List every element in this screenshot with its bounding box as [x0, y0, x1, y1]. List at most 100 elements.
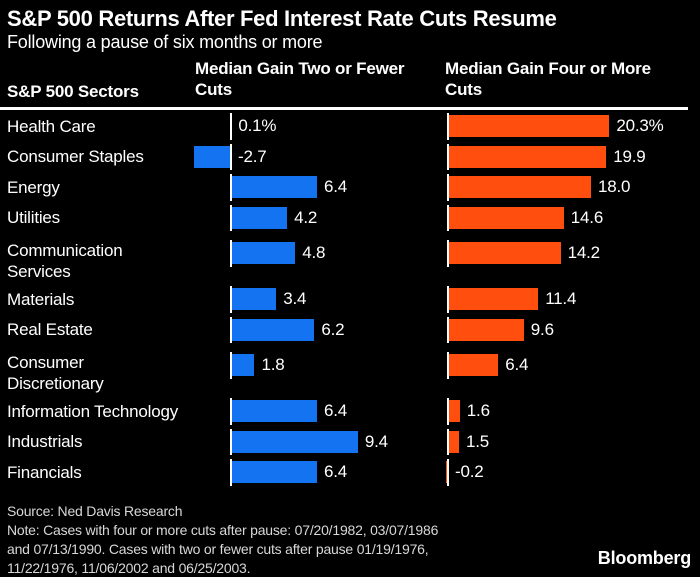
panel-two-or-fewer-cuts: 3.4 [190, 284, 440, 315]
bar-value-label: 6.2 [321, 319, 345, 339]
bloomberg-logo: Bloomberg [597, 548, 691, 568]
bar [230, 430, 358, 453]
panel-four-or-more-cuts: 20.3% [440, 111, 700, 142]
table-row: Energy 6.4 18.0 [0, 172, 700, 203]
axis-baseline-tick [230, 239, 232, 267]
axis-baseline-tick [447, 286, 449, 313]
bar-value-label: 4.8 [302, 243, 326, 262]
bar-value-label: 6.4 [324, 177, 348, 197]
four-or-more-cuts-column-header: Median Gain Four or More Cuts [445, 59, 651, 99]
panel-two-or-fewer-cuts: 6.4 [190, 396, 440, 427]
axis-baseline-tick [447, 316, 449, 343]
panel-two-or-fewer-cuts: 6.2 [190, 315, 440, 346]
panel-two-or-fewer-cuts: 6.4 [190, 172, 440, 203]
source-note: Source: Ned Davis Research Note: Cases w… [7, 502, 438, 577]
table-row: Financials 6.4 -0.2 [0, 457, 700, 488]
panel-two-or-fewer-cuts: 6.4 [190, 457, 440, 488]
axis-baseline-tick [447, 174, 449, 201]
header-divider-rule [0, 107, 688, 110]
panel-four-or-more-cuts: 18.0 [440, 172, 700, 203]
panel-two-or-fewer-cuts: -2.7 [190, 142, 440, 173]
bar [230, 176, 318, 199]
sector-label: Financials [7, 462, 82, 482]
bar-value-label: 14.2 [567, 243, 600, 262]
bar-value-label: 1.6 [466, 401, 490, 421]
bar-value-label: 1.5 [466, 431, 490, 451]
table-row: Communication Services 4.8 14.2 [0, 233, 700, 284]
source-line: Source: Ned Davis Research [7, 503, 183, 519]
bar [230, 206, 288, 229]
bar [230, 288, 277, 311]
bar-value-label: 6.4 [324, 462, 348, 482]
bar [230, 461, 318, 484]
panel-two-or-fewer-cuts: 1.8 [190, 345, 440, 396]
bar-value-label: 14.6 [570, 207, 604, 227]
bar-value-label: 11.4 [545, 289, 577, 309]
axis-baseline-tick [447, 398, 449, 425]
bar [447, 318, 524, 341]
sectors-column-header: S&P 500 Sectors [7, 82, 139, 101]
axis-baseline-tick [230, 351, 232, 379]
sector-label: Health Care [7, 116, 96, 136]
table-row: Utilities 4.2 14.6 [0, 203, 700, 234]
sector-label: Real Estate [7, 320, 93, 340]
bar-value-label: 19.9 [613, 146, 646, 166]
bar-value-label: -2.7 [238, 146, 267, 166]
panel-four-or-more-cuts: 11.4 [440, 284, 700, 315]
axis-baseline-tick [230, 204, 232, 231]
table-row: Health Care 0.1% 20.3% [0, 111, 700, 142]
sector-label: Energy [7, 177, 60, 197]
bar-value-label: 6.4 [505, 355, 529, 374]
sector-label: Utilities [7, 208, 60, 228]
bar-value-label: 1.8 [261, 355, 285, 374]
bar-value-label: 20.3% [616, 116, 664, 136]
table-row: Materials 3.4 11.4 [0, 284, 700, 315]
bar-value-label: 4.2 [294, 207, 318, 227]
sector-label: Communication Services [7, 241, 123, 281]
panel-two-or-fewer-cuts: 0.1% [190, 111, 440, 142]
bar [230, 400, 318, 423]
panel-two-or-fewer-cuts: 9.4 [190, 427, 440, 458]
axis-baseline-tick [230, 398, 232, 425]
axis-baseline-tick [447, 204, 449, 231]
bar-value-label: 9.6 [530, 319, 554, 339]
panel-four-or-more-cuts: 14.6 [440, 203, 700, 234]
panel-four-or-more-cuts: 14.2 [440, 233, 700, 284]
sector-label: Industrials [7, 432, 83, 452]
panel-four-or-more-cuts: 1.5 [440, 427, 700, 458]
panel-four-or-more-cuts: -0.2 [440, 457, 700, 488]
bar [447, 206, 564, 229]
bar [447, 354, 499, 376]
axis-baseline-tick [447, 239, 449, 267]
bar [447, 115, 610, 138]
chart-subtitle: Following a pause of six months or more [7, 32, 323, 52]
bar-value-label: 18.0 [598, 177, 631, 197]
sector-label: Consumer Discretionary [7, 353, 104, 393]
bar [447, 145, 607, 168]
sector-label: Information Technology [7, 401, 179, 421]
two-or-fewer-cuts-column-header: Median Gain Two or Fewer Cuts [195, 59, 405, 99]
axis-baseline-tick [230, 459, 232, 486]
axis-baseline-tick [230, 428, 232, 455]
axis-baseline-tick [230, 113, 232, 140]
sector-label: Consumer Staples [7, 147, 144, 167]
panel-four-or-more-cuts: 19.9 [440, 142, 700, 173]
panel-two-or-fewer-cuts: 4.8 [190, 233, 440, 284]
bar-value-label: 9.4 [364, 431, 388, 451]
bar [230, 318, 315, 341]
bar [230, 242, 296, 264]
axis-baseline-tick [447, 459, 449, 486]
bar [194, 145, 231, 168]
panel-four-or-more-cuts: 9.6 [440, 315, 700, 346]
bar [447, 176, 591, 199]
panel-two-or-fewer-cuts: 4.2 [190, 203, 440, 234]
bar [447, 400, 460, 423]
note-lines: Note: Cases with four or more cuts after… [7, 522, 439, 576]
table-row: Information Technology 6.4 1.6 [0, 396, 700, 427]
sector-label: Materials [7, 289, 75, 309]
axis-baseline-tick [447, 428, 449, 455]
bar-chart-rows: Health Care 0.1% 20.3% Consumer Staples -2.7… [0, 111, 700, 488]
column-headers: S&P 500 Sectors Median Gain Two or Fewer… [0, 58, 693, 107]
axis-baseline-tick [447, 143, 449, 170]
